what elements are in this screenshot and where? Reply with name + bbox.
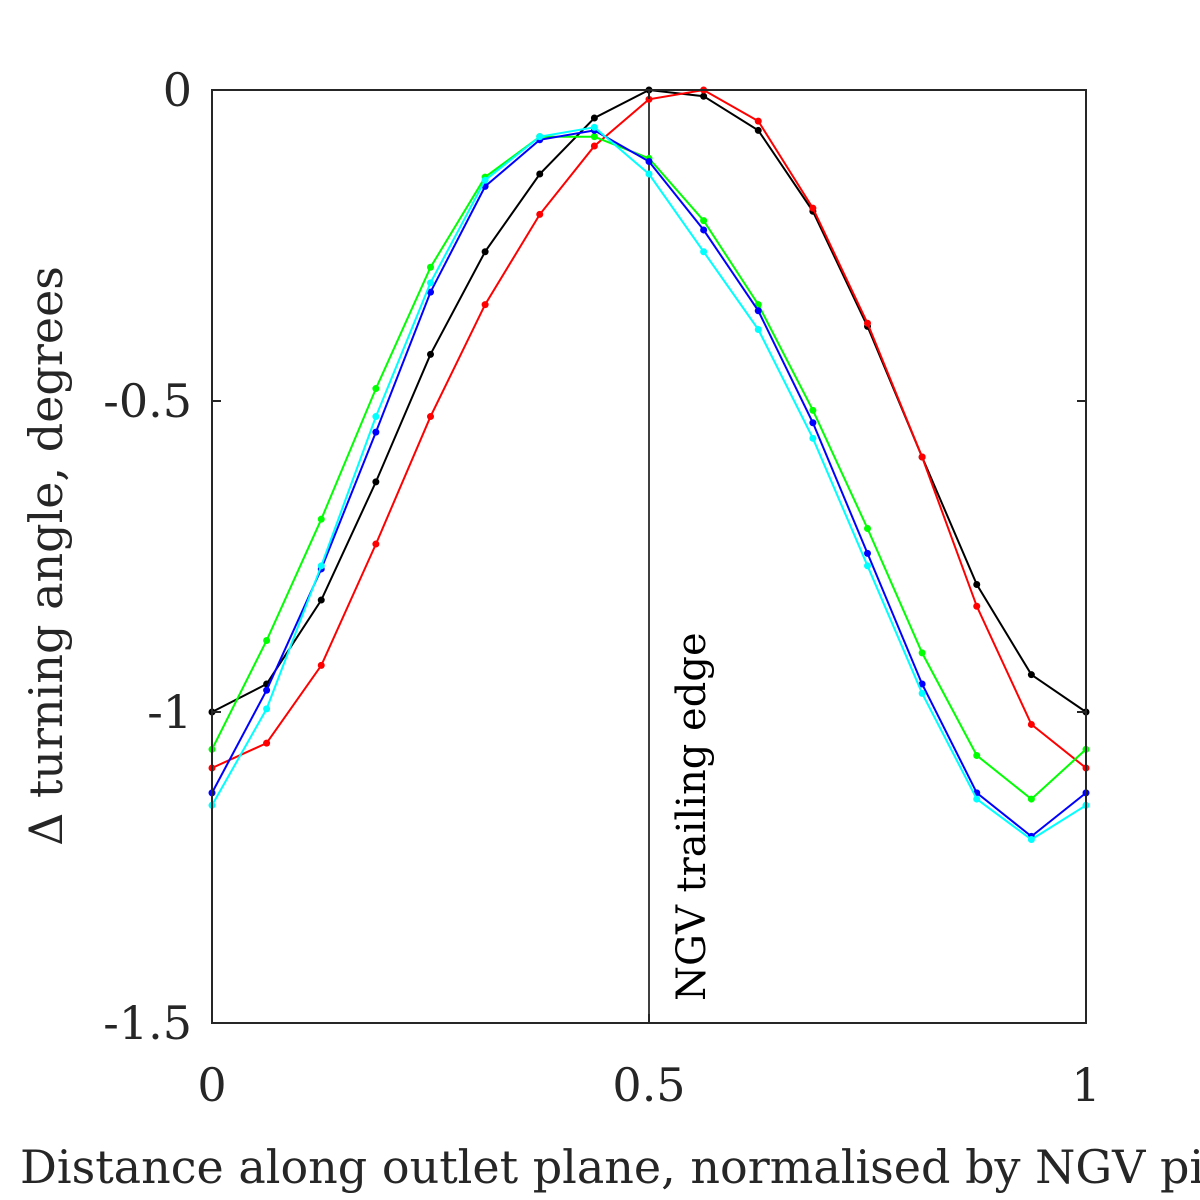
x-axis-label: Distance along outlet plane, normalised … <box>20 1140 1200 1194</box>
data-point <box>317 661 325 669</box>
data-point <box>481 301 489 309</box>
data-point <box>809 204 817 212</box>
data-point <box>645 95 653 103</box>
y-tick-label: -1 <box>147 685 192 739</box>
y-tick-label: 0 <box>163 63 192 117</box>
data-point <box>864 549 871 557</box>
data-point <box>973 752 981 760</box>
data-point <box>536 170 544 178</box>
y-tick-label: -0.5 <box>103 374 192 428</box>
data-point <box>427 279 434 287</box>
data-point <box>481 176 489 184</box>
annotation-layer: NGV trailing edge <box>669 632 715 1001</box>
x-tick-label: 0.5 <box>612 1058 685 1112</box>
data-point <box>864 319 871 327</box>
data-point <box>317 562 325 570</box>
data-point <box>754 307 762 315</box>
data-point <box>809 419 817 427</box>
data-point <box>1027 671 1035 679</box>
data-point <box>645 170 653 178</box>
data-point <box>263 739 271 747</box>
data-point <box>536 133 544 141</box>
data-point <box>372 540 380 548</box>
data-point <box>754 301 762 309</box>
data-point <box>754 325 762 333</box>
data-point <box>590 123 598 131</box>
data-point <box>973 795 981 803</box>
data-point <box>427 350 434 358</box>
data-point <box>918 689 926 697</box>
data-point <box>590 114 598 122</box>
data-point <box>372 413 380 421</box>
data-point <box>590 133 598 141</box>
data-point <box>754 117 762 125</box>
data-point <box>317 515 325 523</box>
data-point <box>973 580 981 588</box>
data-point <box>918 680 926 688</box>
data-point <box>372 478 380 486</box>
data-point <box>481 248 489 256</box>
data-point <box>263 636 271 644</box>
data-point <box>1027 795 1035 803</box>
data-point <box>700 217 708 225</box>
data-point <box>864 562 871 570</box>
y-tick-label: -1.5 <box>103 996 192 1050</box>
series-4 <box>208 123 1090 844</box>
data-point <box>536 210 544 218</box>
data-point <box>918 453 926 461</box>
x-tick-label: 1 <box>1071 1058 1100 1112</box>
data-point <box>700 226 708 234</box>
data-point <box>1027 836 1035 844</box>
data-point <box>427 288 434 296</box>
x-tick-label: 0 <box>197 1058 226 1112</box>
data-point <box>427 263 434 271</box>
tick-layer: 0 0.5 1 0 -0.5 -1 -1.5 <box>103 63 1100 1112</box>
annotation-label-0: NGV trailing edge <box>669 632 715 1001</box>
data-point <box>645 158 653 166</box>
data-point <box>372 428 380 436</box>
data-point <box>700 248 708 256</box>
data-point <box>317 596 325 604</box>
data-point <box>700 92 708 100</box>
data-point <box>427 413 434 421</box>
data-point <box>809 434 817 442</box>
data-point <box>263 705 271 713</box>
data-point <box>754 126 762 134</box>
data-point <box>263 686 271 694</box>
data-point <box>918 649 926 657</box>
data-point <box>590 142 598 150</box>
data-point <box>372 385 380 393</box>
y-axis-label: Δ turning angle, degrees <box>19 266 73 846</box>
series-1 <box>208 86 1090 772</box>
data-point <box>809 406 817 414</box>
data-point <box>973 602 981 610</box>
data-point <box>864 525 871 533</box>
data-point <box>1027 720 1035 728</box>
